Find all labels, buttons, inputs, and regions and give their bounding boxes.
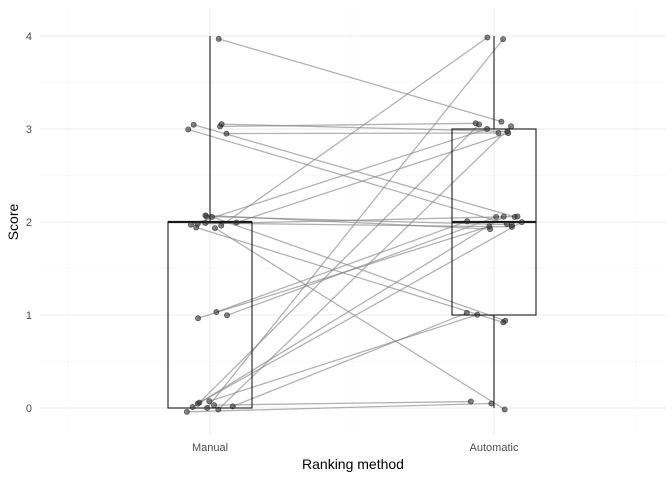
data-point-manual: [193, 224, 200, 231]
x-tick-label: Automatic: [470, 442, 519, 454]
data-point-manual: [190, 121, 197, 128]
pair-line: [192, 216, 505, 408]
data-point-manual: [223, 130, 230, 137]
pair-line: [205, 214, 491, 230]
data-point-automatic: [508, 221, 515, 228]
pair-line: [216, 220, 468, 313]
pair-line: [205, 222, 512, 228]
y-tick-label: 0: [26, 403, 32, 415]
data-point-automatic: [514, 213, 521, 220]
data-point-automatic: [505, 130, 512, 137]
x-axis-title: Ranking method: [302, 456, 404, 472]
data-point-manual: [209, 213, 216, 220]
y-axis-title: Score: [5, 204, 21, 241]
data-point-manual: [211, 225, 218, 232]
pair-line: [218, 38, 502, 123]
data-point-automatic: [488, 400, 495, 407]
grid: [40, 8, 666, 435]
data-point-manual: [202, 212, 209, 219]
pair-line: [232, 312, 468, 407]
data-point-automatic: [467, 398, 474, 405]
data-point-manual: [223, 312, 230, 319]
x-tick-label: Manual: [192, 442, 228, 454]
data-point-automatic: [484, 34, 491, 41]
data-point-manual: [206, 398, 213, 405]
pair-line: [226, 132, 499, 135]
data-point-manual: [218, 222, 225, 229]
pair-line: [217, 125, 512, 410]
pair-line: [186, 402, 492, 413]
pair-line: [221, 123, 508, 133]
data-point-manual: [213, 309, 220, 316]
pair-line: [195, 226, 504, 323]
pair-line: [198, 124, 480, 404]
data-point-automatic: [503, 220, 510, 227]
data-point-manual: [183, 408, 190, 415]
data-point-automatic: [474, 311, 481, 318]
data-point-manual: [229, 403, 236, 410]
pair-line: [193, 124, 515, 218]
pair-line: [214, 400, 471, 406]
data-point-automatic: [518, 219, 525, 226]
data-point-manual: [196, 399, 203, 406]
data-point-manual: [189, 403, 196, 410]
pair-line: [220, 36, 488, 227]
y-tick-label: 1: [26, 310, 32, 322]
data-point-manual: [204, 404, 211, 411]
pair-line: [236, 132, 509, 224]
data-point-manual: [215, 406, 222, 413]
data-point-manual: [202, 220, 209, 227]
data-point-automatic: [484, 125, 491, 132]
y-tick-label: 3: [26, 124, 32, 136]
pair-line: [220, 122, 476, 128]
data-point-automatic: [486, 223, 493, 230]
data-point-manual: [215, 35, 222, 42]
data-point-automatic: [508, 123, 515, 130]
pair-line: [214, 227, 506, 411]
pair-line: [211, 216, 506, 322]
data-point-automatic: [463, 309, 470, 316]
data-points: [183, 34, 525, 415]
data-point-manual: [185, 126, 192, 133]
y-tick-label: 4: [26, 31, 32, 43]
data-point-automatic: [495, 129, 502, 136]
data-point-automatic: [501, 406, 508, 413]
data-point-manual: [211, 402, 218, 409]
data-point-automatic: [476, 121, 483, 128]
data-point-automatic: [500, 213, 507, 220]
data-point-automatic: [464, 218, 471, 225]
pair-line: [188, 128, 508, 225]
pair-line: [226, 216, 497, 316]
data-point-automatic: [498, 118, 505, 125]
data-point-automatic: [500, 36, 507, 43]
data-point-manual: [195, 315, 202, 322]
data-point-automatic: [493, 213, 500, 220]
y-tick-label: 2: [26, 217, 32, 229]
data-point-manual: [233, 219, 240, 226]
data-point-manual: [218, 121, 225, 128]
pair-line: [209, 314, 478, 402]
pair-line: [190, 128, 488, 226]
data-point-manual: [187, 221, 194, 228]
data-point-automatic: [500, 319, 507, 326]
axes: 0 1 2 3 4 Manual Automatic: [26, 31, 519, 454]
